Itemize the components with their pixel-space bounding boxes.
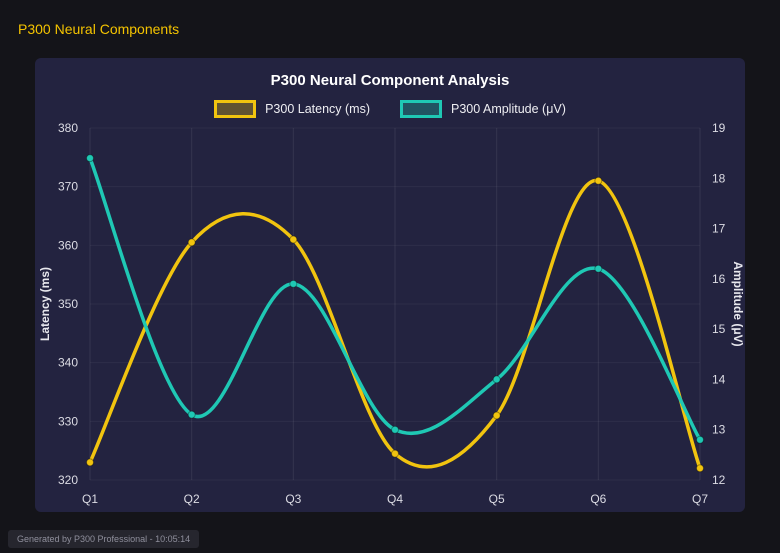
x-axis-category-label: Q2 <box>184 492 200 506</box>
series-point-1[interactable] <box>492 375 501 384</box>
amplitude-swatch-icon <box>400 100 442 118</box>
series-point-1[interactable] <box>86 154 94 163</box>
left-axis-title: Latency (ms) <box>38 267 52 341</box>
line-chart: 320 330 340 350 360 370 380 12 13 14 15 16 17 18 19 Q1 Q… <box>38 122 745 506</box>
series-point-1[interactable] <box>391 425 399 434</box>
left-axis-tick-label: 320 <box>58 473 78 487</box>
series-point-0[interactable] <box>86 458 94 467</box>
left-axis-tick-label: 380 <box>58 122 78 135</box>
chart-title: P300 Neural Component Analysis <box>270 72 510 89</box>
chart-panel: P300 Neural Component Analysis P300 Late… <box>35 58 745 512</box>
page-title: P300 Neural Components <box>18 21 180 37</box>
left-axis-tick-label: 350 <box>58 297 78 311</box>
x-axis-category-label: Q6 <box>590 492 606 506</box>
latency-swatch-icon <box>214 100 257 118</box>
right-axis-tick-label: 16 <box>712 272 726 286</box>
legend-item-latency[interactable]: P300 Latency (ms) <box>214 100 370 118</box>
status-badge: Generated by P300 Professional - 10:05:1… <box>8 530 200 548</box>
left-axis-tick-label: 330 <box>58 414 78 428</box>
right-axis-tick-label: 15 <box>712 322 726 336</box>
x-axis-category-label: Q7 <box>692 492 708 506</box>
x-axis-category-label: Q4 <box>387 492 403 506</box>
series-point-0[interactable] <box>594 176 603 185</box>
legend-label-latency: P300 Latency (ms) <box>265 102 370 116</box>
series-point-0[interactable] <box>289 235 298 244</box>
series-point-1[interactable] <box>187 410 196 419</box>
right-axis-tick-label: 19 <box>712 122 726 135</box>
legend-item-amplitude[interactable]: P300 Amplitude (μV) <box>400 100 566 118</box>
legend-label-amplitude: P300 Amplitude (μV) <box>451 102 566 116</box>
left-axis-tick-label: 360 <box>58 238 78 252</box>
right-axis-title: Amplitude (μV) <box>731 261 745 346</box>
right-axis-tick-label: 13 <box>712 423 726 437</box>
right-axis-tick-label: 17 <box>712 222 726 236</box>
x-axis-category-label: Q5 <box>489 492 505 506</box>
series-point-0[interactable] <box>187 238 196 247</box>
right-axis-tick-label: 12 <box>712 473 726 487</box>
right-axis-tick-label: 14 <box>712 372 726 386</box>
series-point-1[interactable] <box>696 435 704 444</box>
series-point-0[interactable] <box>391 449 399 458</box>
right-axis-tick-label: 18 <box>712 171 726 185</box>
series-point-0[interactable] <box>492 411 501 420</box>
left-axis-tick-label: 340 <box>58 356 78 370</box>
series-point-0[interactable] <box>696 464 704 473</box>
left-axis-tick-label: 370 <box>58 180 78 194</box>
chart-legend: P300 Latency (ms) P300 Amplitude (μV) <box>35 98 745 120</box>
x-axis-category-label: Q3 <box>285 492 301 506</box>
x-axis-category-label: Q1 <box>82 492 98 506</box>
series-point-1[interactable] <box>289 279 298 288</box>
series-point-1[interactable] <box>594 264 603 273</box>
